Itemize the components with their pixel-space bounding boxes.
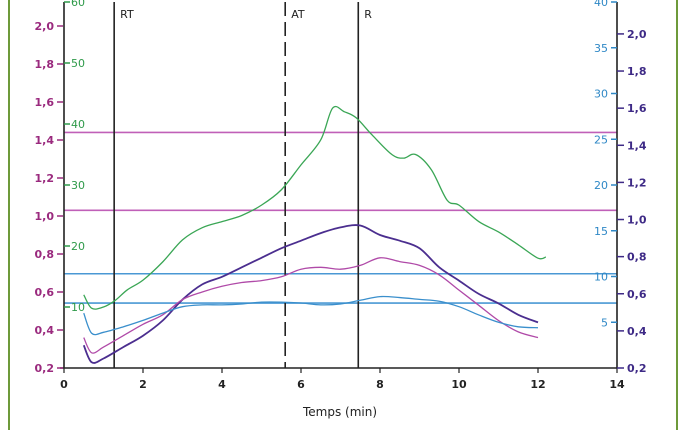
series-line-green <box>83 105 547 310</box>
marker-label-at: AT <box>291 8 305 21</box>
series-line-dark-purple <box>82 224 539 364</box>
right-purple-tick-label: 0,8 <box>627 251 647 264</box>
right-blue-tick-label: 5 <box>601 316 608 329</box>
right-blue-tick-label: 25 <box>594 133 608 146</box>
x-tick-label: 10 <box>451 378 467 391</box>
right-blue-tick-label: 10 <box>594 271 608 284</box>
right-blue-tick-label: 15 <box>594 225 608 238</box>
left-green-tick-label: 60 <box>71 0 85 9</box>
left-purple-tick-label: 1,8 <box>35 58 55 71</box>
left-purple-tick-label: 0,6 <box>35 286 55 299</box>
left-purple-tick-label: 1,6 <box>35 96 55 109</box>
x-tick-label: 6 <box>297 378 305 391</box>
x-tick-label: 12 <box>530 378 545 391</box>
left-green-tick-label: 50 <box>71 57 85 70</box>
marker-label-r: R <box>364 8 372 21</box>
right-purple-tick-label: 1,6 <box>627 102 647 115</box>
series-line-blue <box>83 295 539 336</box>
left-purple-tick-label: 2,0 <box>35 20 55 33</box>
marker-label-rt: RT <box>120 8 134 21</box>
left-purple-tick-label: 1,0 <box>35 210 55 223</box>
left-purple-tick-label: 1,2 <box>35 172 55 185</box>
x-axis-label: Temps (min) <box>302 405 377 419</box>
right-purple-tick-label: 2,0 <box>627 28 647 41</box>
left-green-tick-label: 10 <box>71 301 85 314</box>
series-line-magenta <box>83 257 539 354</box>
left-green-tick-label: 30 <box>71 179 85 192</box>
right-purple-tick-label: 1,0 <box>627 214 647 227</box>
right-purple-tick-label: 1,8 <box>627 65 647 78</box>
x-tick-label: 14 <box>609 378 625 391</box>
left-green-tick-label: 20 <box>71 240 85 253</box>
left-purple-tick-label: 0,4 <box>35 324 55 337</box>
right-blue-tick-label: 35 <box>594 42 608 55</box>
x-tick-label: 8 <box>376 378 384 391</box>
left-purple-tick-label: 1,4 <box>35 134 55 147</box>
right-purple-tick-label: 0,4 <box>627 325 647 338</box>
right-purple-tick-label: 1,2 <box>627 176 647 189</box>
right-blue-tick-label: 20 <box>594 179 608 192</box>
x-tick-label: 0 <box>60 378 68 391</box>
x-tick-label: 4 <box>218 378 226 391</box>
right-blue-tick-label: 40 <box>594 0 608 9</box>
right-blue-tick-label: 30 <box>594 88 608 101</box>
right-purple-tick-label: 0,6 <box>627 288 647 301</box>
left-purple-tick-label: 0,8 <box>35 248 55 261</box>
left-purple-tick-label: 0,2 <box>35 362 55 375</box>
right-purple-tick-label: 1,4 <box>627 139 647 152</box>
x-tick-label: 2 <box>139 378 147 391</box>
right-purple-tick-label: 0,2 <box>627 362 647 375</box>
left-green-tick-label: 40 <box>71 118 85 131</box>
